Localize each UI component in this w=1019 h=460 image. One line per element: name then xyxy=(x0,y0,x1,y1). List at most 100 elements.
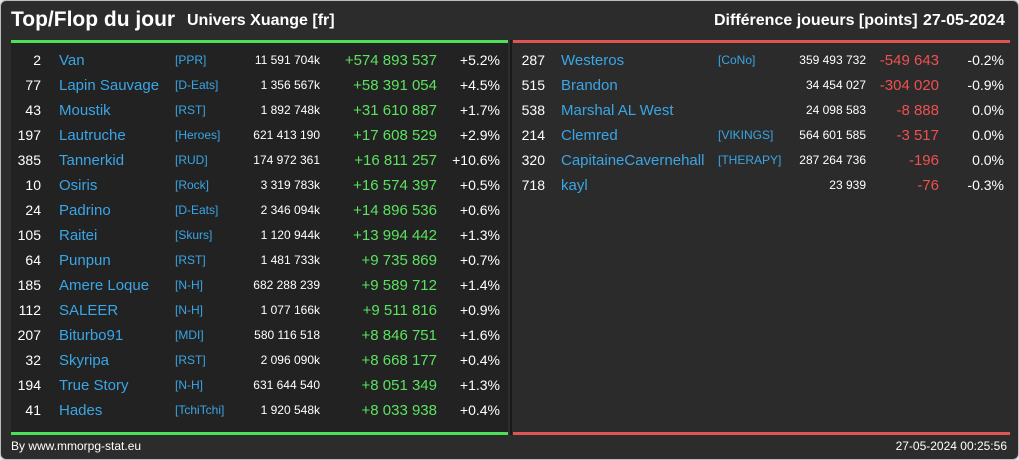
alliance-tag-link[interactable]: [RST] xyxy=(175,253,206,267)
player-name-link[interactable]: Marshal AL West xyxy=(561,102,674,119)
delta-cell: +31 610 887 xyxy=(353,102,437,119)
top-player-row: 77 Lapin Sauvage [D-Eats] 1 356 567k +58 391… xyxy=(11,73,508,98)
top-player-row: 2 Van [PPR] 11 591 704k +574 893 537 +5.2% xyxy=(11,48,508,73)
player-name-link[interactable]: Biturbo91 xyxy=(59,327,124,344)
player-name-link[interactable]: CapitaineCavernehall xyxy=(561,152,705,169)
rank-cell: 105 xyxy=(17,227,41,243)
delta-cell: +9 735 869 xyxy=(361,252,438,269)
player-name-link[interactable]: Padrino xyxy=(59,202,111,219)
subtitle-label: Différence joueurs [points] xyxy=(714,12,918,29)
alliance-tag-link[interactable]: [Rock] xyxy=(175,178,210,192)
percent-cell: 0.0% xyxy=(972,102,1004,118)
player-name-link[interactable]: SALEER xyxy=(59,302,119,319)
rank-cell: 185 xyxy=(17,277,41,293)
player-name-link[interactable]: Van xyxy=(59,52,85,69)
points-cell: 2 096 090k xyxy=(260,353,320,367)
player-name-link[interactable]: Moustik xyxy=(59,102,111,119)
player-name-link[interactable]: Raitei xyxy=(59,227,98,244)
alliance-tag-link[interactable]: [N-H] xyxy=(175,278,203,292)
rank-cell: 385 xyxy=(17,152,41,168)
player-name-link[interactable]: Clemred xyxy=(561,127,618,144)
delta-cell: +8 051 349 xyxy=(361,377,438,394)
delta-cell: +17 608 529 xyxy=(353,127,437,144)
rank-cell: 214 xyxy=(521,127,545,143)
rank-cell: 197 xyxy=(17,127,41,143)
flop-player-row: 287 Westeros [CoNo] 359 493 732 -549 643 -0.2… xyxy=(513,48,1010,73)
footer-credit: By www.mmorpg-stat.eu xyxy=(11,439,142,453)
alliance-tag-link[interactable]: [N-H] xyxy=(175,378,203,392)
delta-cell: +58 391 054 xyxy=(353,77,437,94)
percent-cell: +0.9% xyxy=(459,302,500,318)
percent-cell: +1.6% xyxy=(459,327,500,343)
player-name-link[interactable]: Skyripa xyxy=(59,352,110,369)
player-name-link[interactable]: True Story xyxy=(59,377,129,394)
points-cell: 2 346 094k xyxy=(260,203,320,217)
player-name-link[interactable]: Lautruche xyxy=(59,127,126,144)
points-cell: 1 356 567k xyxy=(260,78,320,92)
rank-cell: 112 xyxy=(18,302,41,318)
alliance-tag-link[interactable]: [N-H] xyxy=(175,303,203,317)
percent-cell: +1.7% xyxy=(459,102,500,118)
player-name-link[interactable]: Westeros xyxy=(561,52,625,69)
percent-cell: +0.5% xyxy=(459,177,500,193)
delta-cell: -76 xyxy=(917,177,939,194)
delta-cell: -3 517 xyxy=(896,127,939,144)
top-player-row: 64 Punpun [RST] 1 481 733k +9 735 869 +0.7% xyxy=(11,248,508,273)
percent-cell: +1.4% xyxy=(459,277,500,293)
player-name-link[interactable]: kayl xyxy=(561,177,588,194)
percent-cell: +0.7% xyxy=(459,252,500,268)
rank-cell: 43 xyxy=(25,102,41,118)
rank-cell: 287 xyxy=(521,52,545,68)
points-cell: 1 892 748k xyxy=(260,103,320,117)
percent-cell: +0.4% xyxy=(459,352,500,368)
alliance-tag-link[interactable]: [CoNo] xyxy=(718,53,756,67)
points-cell: 11 591 704k xyxy=(254,53,320,67)
player-name-link[interactable]: Osiris xyxy=(59,177,98,194)
player-name-link[interactable]: Lapin Sauvage xyxy=(59,77,160,94)
delta-cell: -304 020 xyxy=(879,77,939,94)
top-player-row: 24 Padrino [D-Eats] 2 346 094k +14 896 536 +0… xyxy=(11,198,508,223)
flop-player-row: 214 Clemred [VIKINGS] 564 601 585 -3 517 0.0% xyxy=(513,123,1010,148)
rank-cell: 320 xyxy=(521,152,545,168)
alliance-tag-link[interactable]: [Skurs] xyxy=(175,228,213,242)
player-name-link[interactable]: Amere Loque xyxy=(59,277,150,294)
player-name-link[interactable]: Tannerkid xyxy=(59,152,125,169)
footer-timestamp: 27-05-2024 00:25:56 xyxy=(895,439,1007,453)
alliance-tag-link[interactable]: [RST] xyxy=(175,103,206,117)
flop-player-row: 538 Marshal AL West 24 098 583 -8 888 0.0% xyxy=(513,98,1010,123)
percent-cell: 0.0% xyxy=(972,127,1004,143)
top-player-row: 207 Biturbo91 [MDI] 580 116 518 +8 846 751 +1… xyxy=(11,323,508,348)
delta-cell: +8 668 177 xyxy=(361,352,438,369)
alliance-tag-link[interactable]: [RUD] xyxy=(175,153,208,167)
delta-cell: +574 893 537 xyxy=(344,52,437,69)
alliance-tag-link[interactable]: [MDI] xyxy=(175,328,204,342)
alliance-tag-link[interactable]: [D-Eats] xyxy=(175,78,219,92)
top-player-row: 32 Skyripa [RST] 2 096 090k +8 668 177 +0.4% xyxy=(11,348,508,373)
rank-cell: 194 xyxy=(17,377,41,393)
percent-cell: 0.0% xyxy=(972,152,1004,168)
rank-cell: 538 xyxy=(521,102,545,118)
alliance-tag-link[interactable]: [TchiTchi] xyxy=(175,403,225,417)
player-name-link[interactable]: Hades xyxy=(59,402,103,419)
delta-cell: +14 896 536 xyxy=(353,202,437,219)
player-name-link[interactable]: Punpun xyxy=(59,252,111,269)
top-player-row: 185 Amere Loque [N-H] 682 288 239 +9 589 712… xyxy=(11,273,508,298)
player-name-link[interactable]: Brandon xyxy=(561,77,618,94)
alliance-tag-link[interactable]: [PPR] xyxy=(175,53,207,67)
alliance-tag-link[interactable]: [RST] xyxy=(175,353,206,367)
rank-cell: 718 xyxy=(521,177,545,193)
flop-player-row: 718 kayl 23 939 -76 -0.3% xyxy=(513,173,1010,198)
alliance-tag-link[interactable]: [THERAPY] xyxy=(718,153,782,167)
points-cell: 3 319 783k xyxy=(260,178,320,192)
top-player-row: 43 Moustik [RST] 1 892 748k +31 610 887 +1.7% xyxy=(11,98,508,123)
rank-cell: 207 xyxy=(17,327,41,343)
alliance-tag-link[interactable]: [VIKINGS] xyxy=(718,128,774,142)
rank-cell: 515 xyxy=(521,77,545,93)
delta-cell: -8 888 xyxy=(896,102,939,119)
alliance-tag-link[interactable]: [D-Eats] xyxy=(175,203,219,217)
rank-cell: 10 xyxy=(25,177,41,193)
top-player-row: 10 Osiris [Rock] 3 319 783k +16 574 397 +0.5% xyxy=(11,173,508,198)
delta-cell: -196 xyxy=(908,152,939,169)
alliance-tag-link[interactable]: [Heroes] xyxy=(175,128,221,142)
rank-cell: 41 xyxy=(25,402,41,418)
